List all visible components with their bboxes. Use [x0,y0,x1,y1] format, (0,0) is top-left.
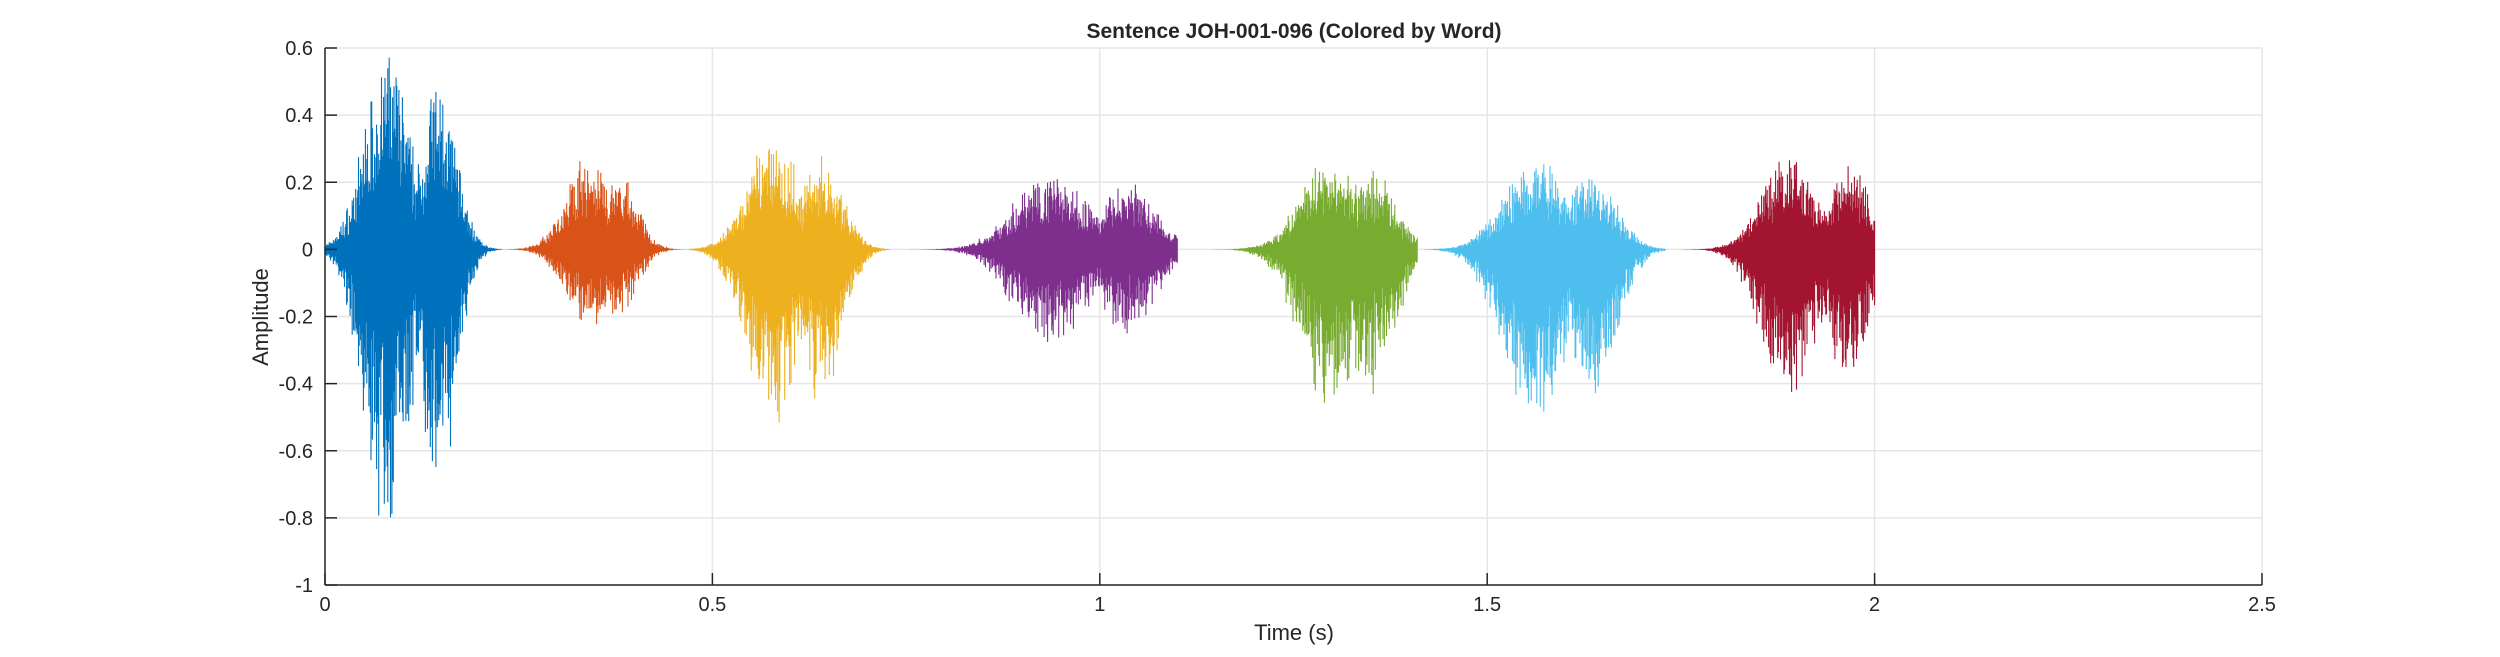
y-tick-label: -0.4 [279,374,313,396]
x-tick-label: 0.5 [698,594,726,616]
y-tick-label: 0 [302,239,313,261]
word-waveform-2 [502,161,690,325]
y-tick-label: 0.6 [285,38,313,60]
x-axis-label: Time (s) [1254,620,1334,645]
y-tick-label: -1 [295,575,313,597]
y-tick-label: -0.8 [279,508,313,530]
x-tick-label: 1 [1094,594,1105,616]
word-waveform-6 [1424,164,1666,412]
x-tick-label: 2 [1869,594,1880,616]
word-waveform-3 [688,148,891,423]
word-waveform-5 [1210,168,1418,403]
y-tick-label: 0.4 [285,105,313,127]
axes: 0 0.5 1 1.5 2 2.5 -1 -0.8 -0.6 -0.4 -0.2 0 0.2 0.4 0.6 [279,38,2276,616]
chart-title: Sentence JOH-001-096 (Colored by Word) [1086,20,1501,43]
word-waveform-1 [324,57,504,518]
x-tick-label: 0 [319,594,330,616]
word-waveform-4 [910,179,1178,342]
y-axis-label: Amplitude [248,268,273,366]
y-tick-label: -0.2 [279,307,313,329]
word-waveform-7 [1681,160,1876,392]
y-tick-label: -0.6 [279,441,313,463]
x-tick-label: 2.5 [2248,594,2276,616]
y-tick-label: 0.2 [285,172,313,194]
x-tick-label: 1.5 [1473,594,1501,616]
